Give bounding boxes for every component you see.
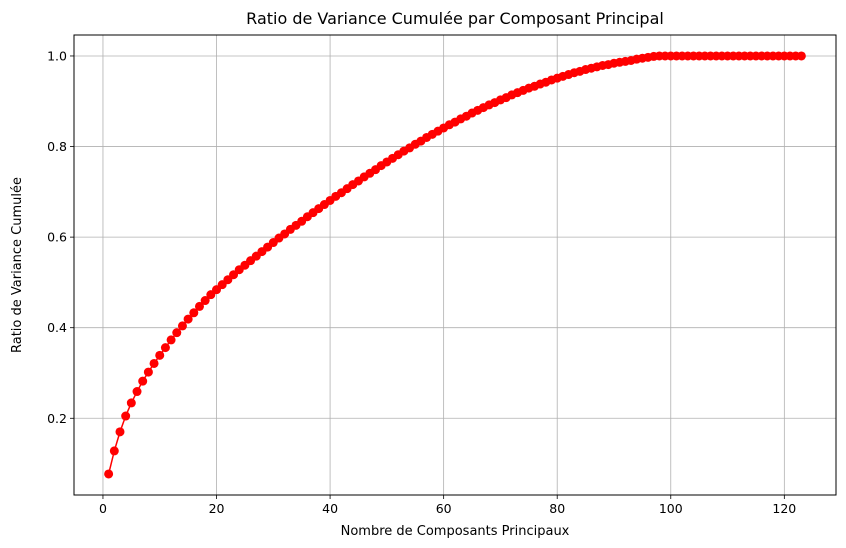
data-point: [149, 358, 159, 368]
grid: [74, 35, 836, 495]
x-tick-label: 100: [659, 501, 683, 516]
data-point: [160, 343, 170, 353]
y-tick-label: 0.2: [47, 411, 67, 426]
data-point: [132, 387, 142, 397]
data-point: [194, 301, 204, 311]
y-axis-label: Ratio de Variance Cumulée: [10, 177, 25, 353]
x-tick-label: 60: [436, 501, 452, 516]
data-point: [200, 296, 210, 306]
data-point: [126, 398, 136, 408]
data-point: [155, 350, 165, 360]
data-point: [115, 427, 125, 437]
x-axis-label: Nombre de Composants Principaux: [341, 524, 570, 539]
data-point: [177, 321, 187, 331]
data-point: [104, 469, 114, 479]
x-tick-label: 80: [549, 501, 565, 516]
data-point: [138, 376, 148, 386]
data-point: [143, 367, 153, 377]
x-tick-label: 0: [99, 501, 107, 516]
y-tick-label: 1.0: [47, 48, 67, 63]
data-point: [121, 411, 131, 421]
data-point: [166, 335, 176, 345]
x-tick-label: 40: [322, 501, 338, 516]
x-axis: 0 20 40 60 80 100 120: [99, 495, 796, 516]
data-point: [189, 308, 199, 318]
data-point: [183, 314, 193, 324]
y-tick-label: 0.8: [47, 139, 67, 154]
data-point: [172, 328, 182, 338]
chart-title: Ratio de Variance Cumulée par Composant …: [246, 9, 664, 28]
plot-area: [74, 35, 836, 495]
data-point: [109, 446, 119, 456]
data-point: [796, 51, 806, 61]
plot-frame: [73, 34, 837, 496]
x-tick-label: 120: [772, 501, 796, 516]
y-tick-label: 0.4: [47, 320, 67, 335]
x-tick-label: 20: [209, 501, 225, 516]
y-tick-label: 0.6: [47, 230, 67, 245]
y-axis: 0.2 0.4 0.6 0.8 1.0: [47, 48, 74, 426]
series-cumulative-variance: [104, 51, 806, 479]
